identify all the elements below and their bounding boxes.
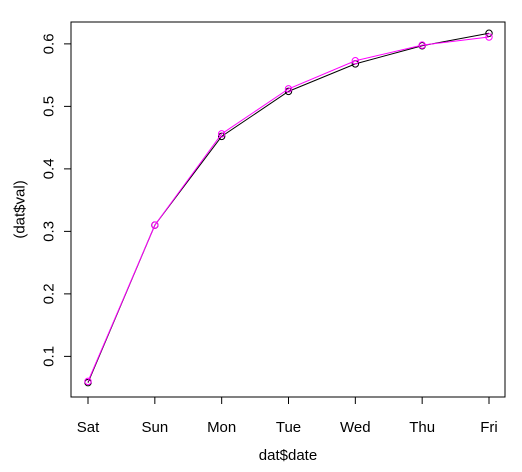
data-point	[151, 221, 159, 229]
plot-border	[70, 21, 506, 398]
x-tick-label: Mon	[207, 419, 236, 436]
y-tick-label: 0.2	[41, 283, 58, 304]
y-tick-label: 0.4	[41, 158, 58, 179]
x-tick-label: Thu	[409, 419, 435, 436]
y-axis: 0.1 0.2 0.3 0.4 0.5 0.6	[41, 33, 72, 367]
x-tick-label: Sun	[141, 419, 168, 436]
x-tick-label: Sat	[77, 419, 100, 436]
series-1	[84, 29, 493, 387]
x-tick-label: Fri	[480, 419, 498, 436]
series-line	[87, 36, 490, 382]
data-point	[217, 130, 226, 138]
x-tick-label: Wed	[340, 419, 371, 436]
data-point	[418, 41, 426, 49]
y-tick-label: 0.6	[41, 33, 58, 54]
x-axis-label: dat$date	[259, 447, 317, 464]
y-tick-label: 0.5	[41, 96, 58, 117]
y-tick-label: 0.1	[41, 346, 58, 367]
data-point	[485, 29, 493, 37]
series-layer	[84, 29, 493, 387]
series-2	[84, 33, 493, 386]
y-tick-label: 0.3	[41, 221, 58, 242]
x-tick-label: Tue	[276, 419, 301, 436]
data-point	[217, 132, 226, 141]
data-point	[284, 85, 293, 93]
data-point	[84, 377, 92, 386]
data-point	[351, 57, 360, 65]
data-point	[485, 33, 493, 41]
y-axis-label: (dat$val)	[12, 180, 29, 238]
x-axis: Sat Sun Mon Tue Wed Thu Fri	[77, 396, 498, 436]
